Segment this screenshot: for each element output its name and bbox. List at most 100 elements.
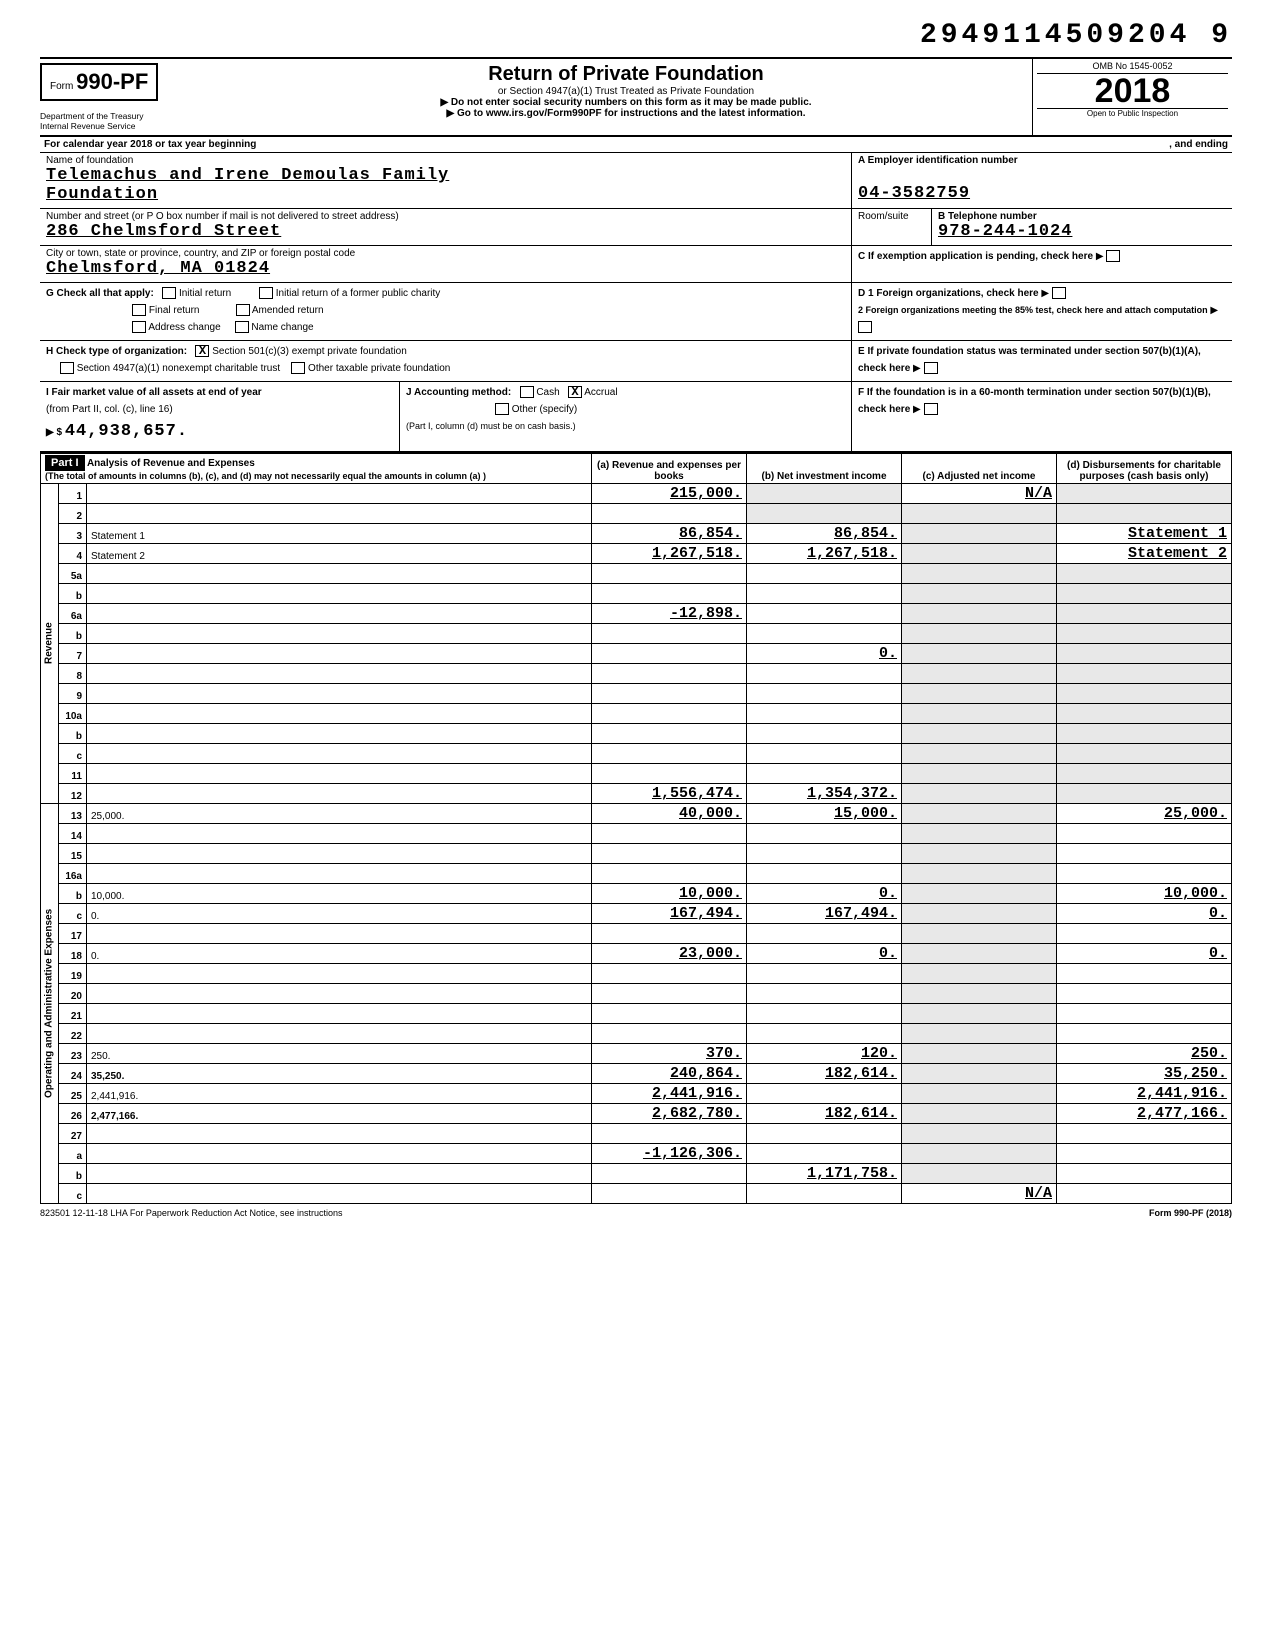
table-row: c0.167,494.167,494.0. <box>41 903 1232 923</box>
cell-col-a <box>592 983 747 1003</box>
cell-col-c <box>902 803 1057 823</box>
f-checkbox[interactable] <box>924 403 938 415</box>
h-e-row: H Check type of organization: X Section … <box>40 341 1232 382</box>
cell-col-c <box>902 1103 1057 1123</box>
footer-right: Form 990-PF (2018) <box>1149 1208 1232 1218</box>
d1-checkbox[interactable] <box>1052 287 1066 299</box>
g-final-cb[interactable] <box>132 304 146 316</box>
cell-col-a <box>592 703 747 723</box>
g-final: Final return <box>149 305 200 316</box>
cell-col-a <box>592 863 747 883</box>
cell-col-a: 23,000. <box>592 943 747 963</box>
cell-col-b <box>747 1143 902 1163</box>
cell-col-c <box>902 743 1057 763</box>
g-initial-former-cb[interactable] <box>259 287 273 299</box>
table-row: 14 <box>41 823 1232 843</box>
line-number: 6a <box>59 603 87 623</box>
line-desc <box>87 1023 592 1043</box>
cell-col-d <box>1057 703 1232 723</box>
table-row: 27 <box>41 1123 1232 1143</box>
cell-col-c <box>902 763 1057 783</box>
cell-col-c <box>902 623 1057 643</box>
line-desc: 250. <box>87 1043 592 1063</box>
table-row: 20 <box>41 983 1232 1003</box>
cell-col-b <box>747 703 902 723</box>
cell-col-b <box>747 623 902 643</box>
line-desc <box>87 723 592 743</box>
city-c-row: City or town, state or province, country… <box>40 246 1232 283</box>
j-accrual: Accrual <box>584 387 617 398</box>
line-number: b <box>59 1163 87 1183</box>
table-row: Revenue1215,000.N/A <box>41 483 1232 503</box>
table-row: a-1,126,306. <box>41 1143 1232 1163</box>
cell-col-b: 1,354,372. <box>747 783 902 803</box>
h-other-cb[interactable] <box>291 362 305 374</box>
cell-col-b <box>747 743 902 763</box>
g-initial-cb[interactable] <box>162 287 176 299</box>
cell-col-c <box>902 503 1057 523</box>
cell-col-a: 240,864. <box>592 1063 747 1083</box>
cell-col-b <box>747 723 902 743</box>
cell-col-c <box>902 603 1057 623</box>
cell-col-d <box>1057 623 1232 643</box>
cell-col-a: 215,000. <box>592 483 747 503</box>
line-desc <box>87 1143 592 1163</box>
cell-col-b <box>747 483 902 503</box>
cell-col-c <box>902 1003 1057 1023</box>
cell-col-a <box>592 1003 747 1023</box>
page-footer: 823501 12-11-18 LHA For Paperwork Reduct… <box>40 1208 1232 1218</box>
part1-table: Part I Analysis of Revenue and Expenses … <box>40 453 1232 1204</box>
cell-col-c <box>902 523 1057 543</box>
j-other-cb[interactable] <box>495 403 509 415</box>
c-checkbox[interactable] <box>1106 250 1120 262</box>
g-name: Name change <box>251 322 313 333</box>
cell-col-c <box>902 863 1057 883</box>
addr-phone-row: Number and street (or P O box number if … <box>40 209 1232 246</box>
line-number: 16a <box>59 863 87 883</box>
cell-col-d <box>1057 643 1232 663</box>
j-cash-cb[interactable] <box>520 386 534 398</box>
line-desc <box>87 483 592 503</box>
cell-col-d <box>1057 1023 1232 1043</box>
cell-col-d: 2,441,916. <box>1057 1083 1232 1103</box>
table-row: b <box>41 723 1232 743</box>
cell-col-b <box>747 843 902 863</box>
h-4947-cb[interactable] <box>60 362 74 374</box>
cell-col-a <box>592 763 747 783</box>
cell-col-b <box>747 1023 902 1043</box>
h-501c3-cb[interactable]: X <box>195 345 209 357</box>
cell-col-a <box>592 1163 747 1183</box>
cell-col-b: 15,000. <box>747 803 902 823</box>
line-desc <box>87 743 592 763</box>
e-checkbox[interactable] <box>924 362 938 374</box>
table-row: b <box>41 583 1232 603</box>
line-desc: 2,441,916. <box>87 1083 592 1103</box>
g-address-cb[interactable] <box>132 321 146 333</box>
cell-col-c <box>902 963 1057 983</box>
table-row: 11 <box>41 763 1232 783</box>
j-cash: Cash <box>536 387 559 398</box>
cell-col-c <box>902 583 1057 603</box>
i-from: (from Part II, col. (c), line 16) <box>46 404 173 415</box>
line-number: 18 <box>59 943 87 963</box>
table-row: c <box>41 743 1232 763</box>
ein-value: 04-3582759 <box>858 184 1226 203</box>
cell-col-b: 167,494. <box>747 903 902 923</box>
cell-col-d <box>1057 963 1232 983</box>
table-row: b10,000.10,000.0.10,000. <box>41 883 1232 903</box>
cell-col-a <box>592 1023 747 1043</box>
cell-col-b <box>747 683 902 703</box>
j-accrual-cb[interactable]: X <box>568 386 582 398</box>
cell-col-a: 40,000. <box>592 803 747 823</box>
cell-col-c: N/A <box>902 1183 1057 1203</box>
d2-checkbox[interactable] <box>858 321 872 333</box>
cell-col-c <box>902 563 1057 583</box>
document-id: 2949114509204 9 <box>40 20 1232 51</box>
cell-col-d <box>1057 923 1232 943</box>
addr-label: Number and street (or P O box number if … <box>46 211 845 222</box>
g-amended-cb[interactable] <box>236 304 250 316</box>
g-name-cb[interactable] <box>235 321 249 333</box>
j-other: Other (specify) <box>512 404 578 415</box>
cell-col-d: Statement 1 <box>1057 523 1232 543</box>
line-number: 5a <box>59 563 87 583</box>
